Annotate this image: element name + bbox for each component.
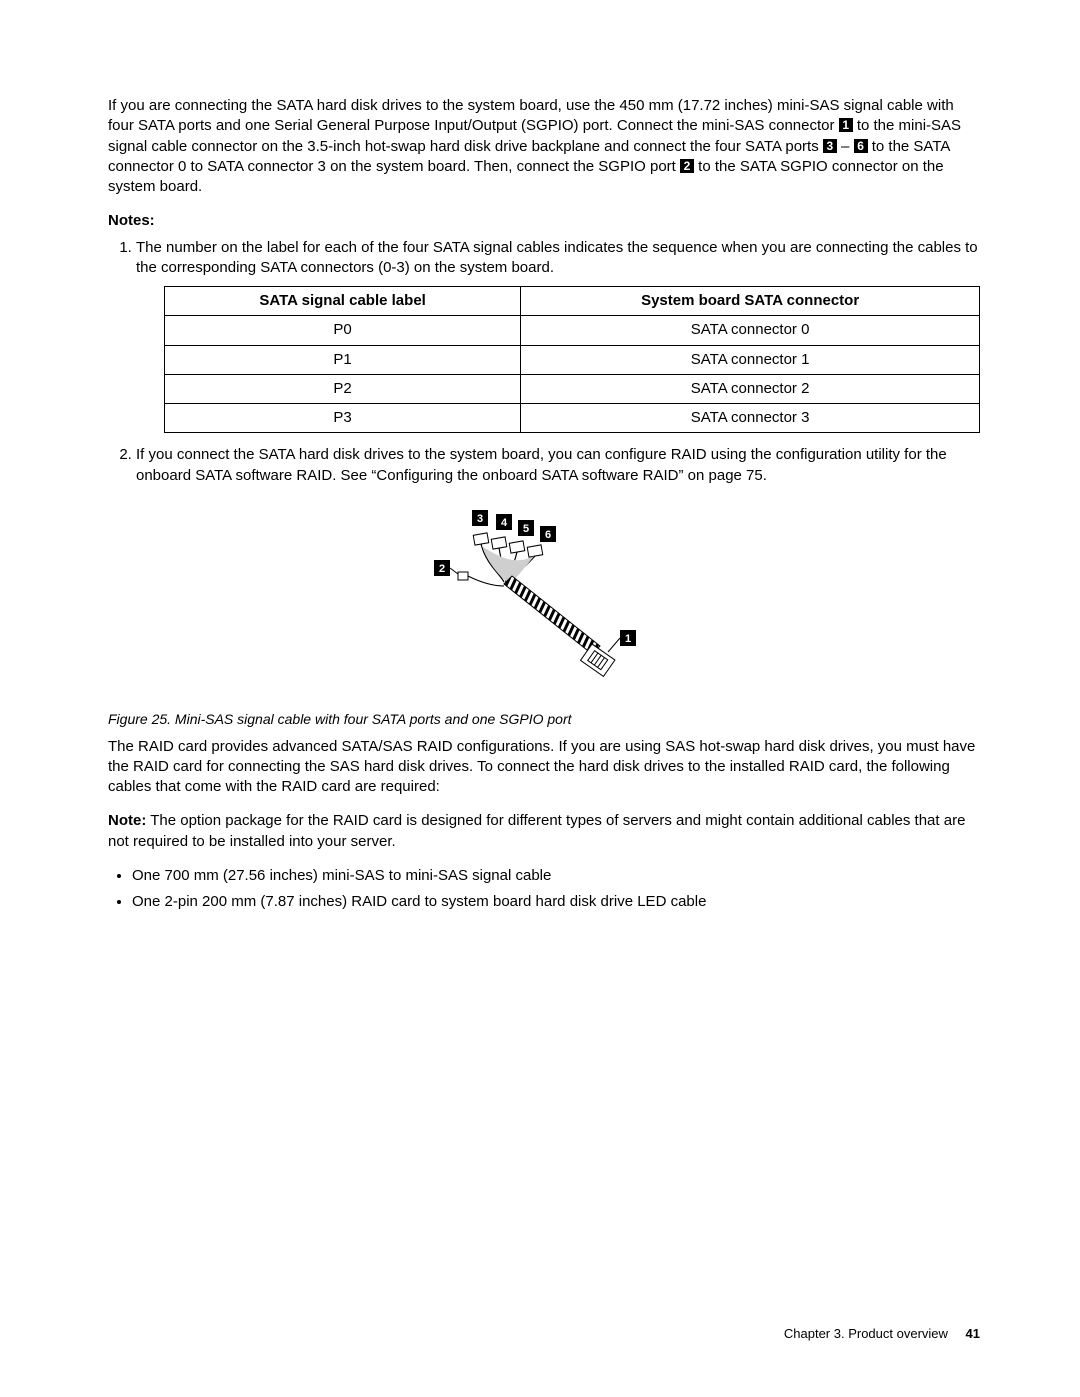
table-header-row: SATA signal cable label System board SAT… <box>165 287 980 316</box>
table-row: P3 SATA connector 3 <box>165 404 980 433</box>
cell-conn: SATA connector 0 <box>521 316 980 345</box>
callout-1-icon: 1 <box>839 118 853 132</box>
svg-text:3: 3 <box>477 513 483 525</box>
footer-page-number: 41 <box>966 1326 980 1341</box>
notes-heading: Notes: <box>108 211 980 231</box>
bullet-1: One 700 mm (27.56 inches) mini-SAS to mi… <box>132 866 980 886</box>
svg-text:1: 1 <box>625 633 631 645</box>
callout-6-box: 6 <box>540 526 556 542</box>
callout-6-icon: 6 <box>854 139 868 153</box>
callout-5-box: 5 <box>518 520 534 536</box>
cable-diagram-icon: 3 4 5 6 2 1 <box>304 504 784 704</box>
callout-2-box: 2 <box>434 560 450 576</box>
note-label: Note: <box>108 812 146 829</box>
intro-seg-1: If you are connecting the SATA hard disk… <box>108 97 954 134</box>
footer-chapter: Chapter 3. Product overview <box>784 1326 948 1341</box>
cable-bullets: One 700 mm (27.56 inches) mini-SAS to mi… <box>108 866 980 913</box>
cell-label: P2 <box>165 374 521 403</box>
figure-25: 3 4 5 6 2 1 <box>108 504 980 729</box>
cell-conn: SATA connector 2 <box>521 374 980 403</box>
document-page: If you are connecting the SATA hard disk… <box>0 0 1080 1397</box>
page-footer: Chapter 3. Product overview 41 <box>784 1325 980 1343</box>
cell-label: P3 <box>165 404 521 433</box>
callout-1-box: 1 <box>620 630 636 646</box>
note-text: The option package for the RAID card is … <box>108 812 965 849</box>
raid-paragraph: The RAID card provides advanced SATA/SAS… <box>108 737 980 798</box>
th-connector: System board SATA connector <box>521 287 980 316</box>
cell-conn: SATA connector 1 <box>521 345 980 374</box>
intro-paragraph: If you are connecting the SATA hard disk… <box>108 96 980 197</box>
table-row: P1 SATA connector 1 <box>165 345 980 374</box>
callout-2-icon: 2 <box>680 159 694 173</box>
note-item-1: The number on the label for each of the … <box>136 238 980 434</box>
callout-3-icon: 3 <box>823 139 837 153</box>
bullet-2: One 2-pin 200 mm (7.87 inches) RAID card… <box>132 892 980 912</box>
figure-caption: Figure 25. Mini-SAS signal cable with fo… <box>108 710 980 729</box>
notes-list: The number on the label for each of the … <box>108 238 980 486</box>
th-label: SATA signal cable label <box>165 287 521 316</box>
svg-text:4: 4 <box>501 517 508 529</box>
note-item-2: If you connect the SATA hard disk drives… <box>136 445 980 486</box>
svg-text:2: 2 <box>439 563 445 575</box>
cell-label: P0 <box>165 316 521 345</box>
cell-label: P1 <box>165 345 521 374</box>
callout-3-box: 3 <box>472 510 488 526</box>
svg-text:6: 6 <box>545 529 551 541</box>
svg-text:5: 5 <box>523 523 529 535</box>
table-row: P0 SATA connector 0 <box>165 316 980 345</box>
note-1-text: The number on the label for each of the … <box>136 239 978 276</box>
table-row: P2 SATA connector 2 <box>165 374 980 403</box>
cell-conn: SATA connector 3 <box>521 404 980 433</box>
sata-table: SATA signal cable label System board SAT… <box>164 286 980 433</box>
dash: – <box>837 138 854 155</box>
callout-4-box: 4 <box>496 514 512 530</box>
note-paragraph: Note: The option package for the RAID ca… <box>108 811 980 852</box>
